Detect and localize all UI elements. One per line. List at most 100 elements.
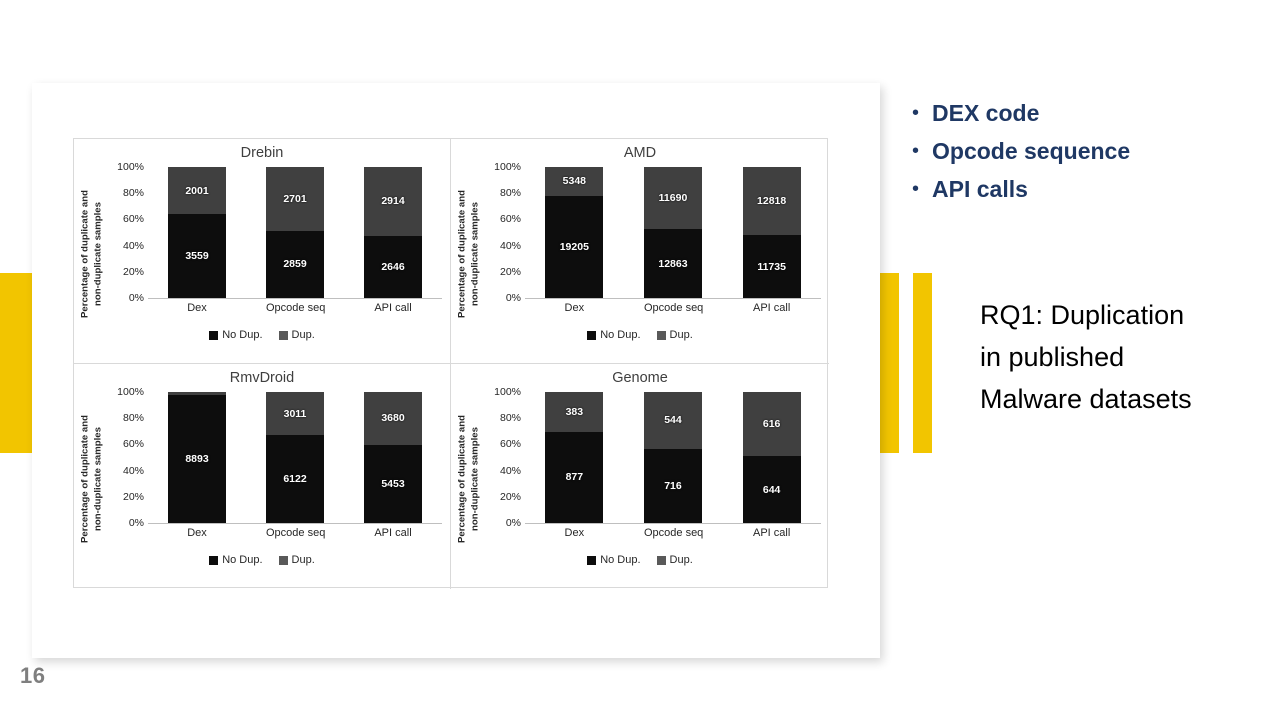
chart-grid: Drebin Percentage of duplicate and non-dup… bbox=[73, 138, 829, 589]
bullet-label: DEX code bbox=[932, 100, 1040, 126]
bar-value-label-dup: 5348 bbox=[562, 175, 586, 188]
y-tick-label: 100% bbox=[117, 161, 144, 173]
y-tick-label: 0% bbox=[505, 517, 521, 529]
y-axis-title-line2: non-duplicate samples bbox=[469, 426, 480, 531]
chart-legend: No Dup. Dup. bbox=[451, 554, 829, 566]
bar-segment-nodup: 12863 bbox=[643, 229, 702, 298]
y-axis-title: Percentage of duplicate and non-duplicate… bbox=[451, 386, 487, 571]
bar-segment-nodup: 6122 bbox=[266, 435, 324, 523]
chart-legend: No Dup. Dup. bbox=[74, 554, 450, 566]
accent-bar-middle bbox=[880, 273, 899, 453]
y-tick-label: 40% bbox=[499, 239, 521, 252]
x-tick-label: Dex bbox=[564, 302, 585, 314]
stacked-bar-opcode-seq: 11690 12863 bbox=[643, 167, 702, 298]
bar-value-label-nodup: 2859 bbox=[283, 258, 307, 271]
right-panel: • DEX code • Opcode sequence • API calls bbox=[900, 100, 1270, 214]
bar-value-label-nodup: 716 bbox=[664, 479, 682, 492]
y-tick-label: 80% bbox=[499, 187, 521, 200]
x-tick-label: Opcode seq bbox=[643, 302, 704, 314]
x-tick-label: API call bbox=[374, 302, 412, 314]
y-axis-title-line1: Percentage of duplicate and bbox=[79, 414, 91, 543]
y-tick-label: 60% bbox=[122, 213, 144, 226]
x-axis-labels: Dex Opcode seq API call bbox=[148, 527, 442, 539]
stacked-bar-dex: 2001 3559 bbox=[168, 167, 226, 298]
bar-segment-nodup: 11735 bbox=[742, 235, 801, 298]
y-axis-title: Percentage of duplicate and non-duplicate… bbox=[74, 161, 110, 346]
bar-value-label-nodup: 11735 bbox=[757, 260, 786, 273]
bar-segment-dup: 5348 bbox=[545, 167, 604, 196]
y-tick-label: 40% bbox=[499, 464, 521, 477]
bar-segment-nodup: 877 bbox=[545, 431, 604, 523]
slide-card: Drebin Percentage of duplicate and non-dup… bbox=[32, 83, 880, 658]
legend-item-nodup: No Dup. bbox=[209, 554, 263, 566]
bar-value-label-nodup: 12863 bbox=[658, 257, 688, 270]
bar-value-label-dup: 3011 bbox=[283, 407, 307, 420]
bar-segment-dup: 3011 bbox=[266, 392, 324, 436]
legend-item-nodup: No Dup. bbox=[587, 329, 641, 341]
y-axis-ticks: 100% 80% 60% 40% 20% 0% bbox=[485, 161, 523, 304]
bar-value-label-dup: 2701 bbox=[283, 192, 307, 205]
bullet-label: Opcode sequence bbox=[932, 138, 1131, 164]
y-axis-ticks: 100% 80% 60% 40% 20% 0% bbox=[108, 386, 146, 529]
bar-value-label-dup: 12818 bbox=[757, 195, 787, 208]
chart-panel-rmvdroid: RmvDroid Percentage of duplicate and non-d… bbox=[74, 364, 451, 589]
y-tick-label: 20% bbox=[122, 265, 144, 278]
stacked-bar-api-call: 616 644 bbox=[742, 392, 801, 523]
chart-title: RmvDroid bbox=[229, 370, 295, 386]
bullet-dot-icon: • bbox=[912, 178, 920, 200]
plot-area: 383 877 544 716 616 644 bbox=[525, 392, 821, 524]
legend-item-dup: Dup. bbox=[278, 554, 315, 566]
y-tick-label: 0% bbox=[128, 517, 144, 529]
bullet-item-1: • Opcode sequence bbox=[900, 138, 1270, 165]
y-tick-label: 100% bbox=[494, 161, 521, 173]
stacked-bar-dex: 383 877 bbox=[545, 392, 604, 523]
stacked-bar-api-call: 2914 2646 bbox=[364, 167, 422, 298]
bar-value-label-nodup: 19205 bbox=[559, 240, 589, 253]
x-tick-label: Opcode seq bbox=[266, 302, 326, 314]
bar-segment-dup: 544 bbox=[643, 392, 702, 449]
y-tick-label: 40% bbox=[122, 239, 144, 252]
legend-swatch-nodup-icon bbox=[209, 330, 219, 340]
x-axis-labels: Dex Opcode seq API call bbox=[148, 302, 442, 314]
bar-value-label-nodup: 5453 bbox=[381, 477, 405, 490]
legend-swatch-dup-icon bbox=[656, 330, 666, 340]
legend-label: Dup. bbox=[669, 554, 693, 566]
bar-segment-dup: 2001 bbox=[168, 167, 226, 215]
bar-segment-nodup: 716 bbox=[643, 448, 702, 523]
y-tick-label: 80% bbox=[122, 187, 144, 200]
chart-legend: No Dup. Dup. bbox=[74, 329, 450, 341]
stacked-bar-opcode-seq: 2701 2859 bbox=[266, 167, 324, 298]
accent-bar-left bbox=[0, 273, 34, 453]
y-tick-label: 20% bbox=[499, 265, 521, 278]
chart-title: Genome bbox=[612, 370, 668, 386]
x-tick-label: API call bbox=[752, 302, 791, 314]
y-axis-ticks: 100% 80% 60% 40% 20% 0% bbox=[485, 386, 523, 529]
x-tick-label: Dex bbox=[187, 302, 207, 314]
chart-legend: No Dup. Dup. bbox=[451, 329, 829, 341]
y-axis-title-line2: non-duplicate samples bbox=[469, 201, 480, 306]
x-tick-label: Opcode seq bbox=[266, 527, 326, 539]
legend-label: No Dup. bbox=[600, 329, 641, 341]
y-axis-title-line1: Percentage of duplicate and bbox=[456, 414, 468, 543]
research-question-line-1: in published bbox=[980, 342, 1125, 372]
legend-item-dup: Dup. bbox=[656, 329, 693, 341]
y-axis-title-line2: non-duplicate samples bbox=[92, 201, 103, 306]
chart-title: AMD bbox=[623, 145, 657, 161]
legend-label: Dup. bbox=[291, 554, 315, 566]
bar-segment-dup: 2914 bbox=[364, 167, 422, 236]
bar-value-label-nodup: 6122 bbox=[283, 473, 307, 486]
bar-value-label-dup: 3680 bbox=[381, 412, 405, 425]
chart-panel-drebin: Drebin Percentage of duplicate and non-dup… bbox=[74, 139, 451, 364]
bar-segment-dup: 12818 bbox=[742, 167, 801, 236]
page-number: 16 bbox=[20, 663, 46, 688]
bar-value-label-nodup: 8893 bbox=[185, 453, 209, 466]
bar-value-label-dup: 11690 bbox=[658, 192, 688, 205]
x-axis-labels: Dex Opcode seq API call bbox=[525, 302, 821, 314]
legend-swatch-dup-icon bbox=[278, 555, 288, 565]
bar-value-label-dup: 2001 bbox=[185, 184, 209, 197]
bar-segment-nodup: 644 bbox=[742, 456, 801, 523]
legend-swatch-nodup-icon bbox=[587, 330, 597, 340]
plot-area: 5348 19205 11690 12863 12818 11735 bbox=[525, 167, 821, 299]
bar-segment-nodup: 2859 bbox=[266, 230, 324, 298]
y-tick-label: 80% bbox=[499, 412, 521, 425]
